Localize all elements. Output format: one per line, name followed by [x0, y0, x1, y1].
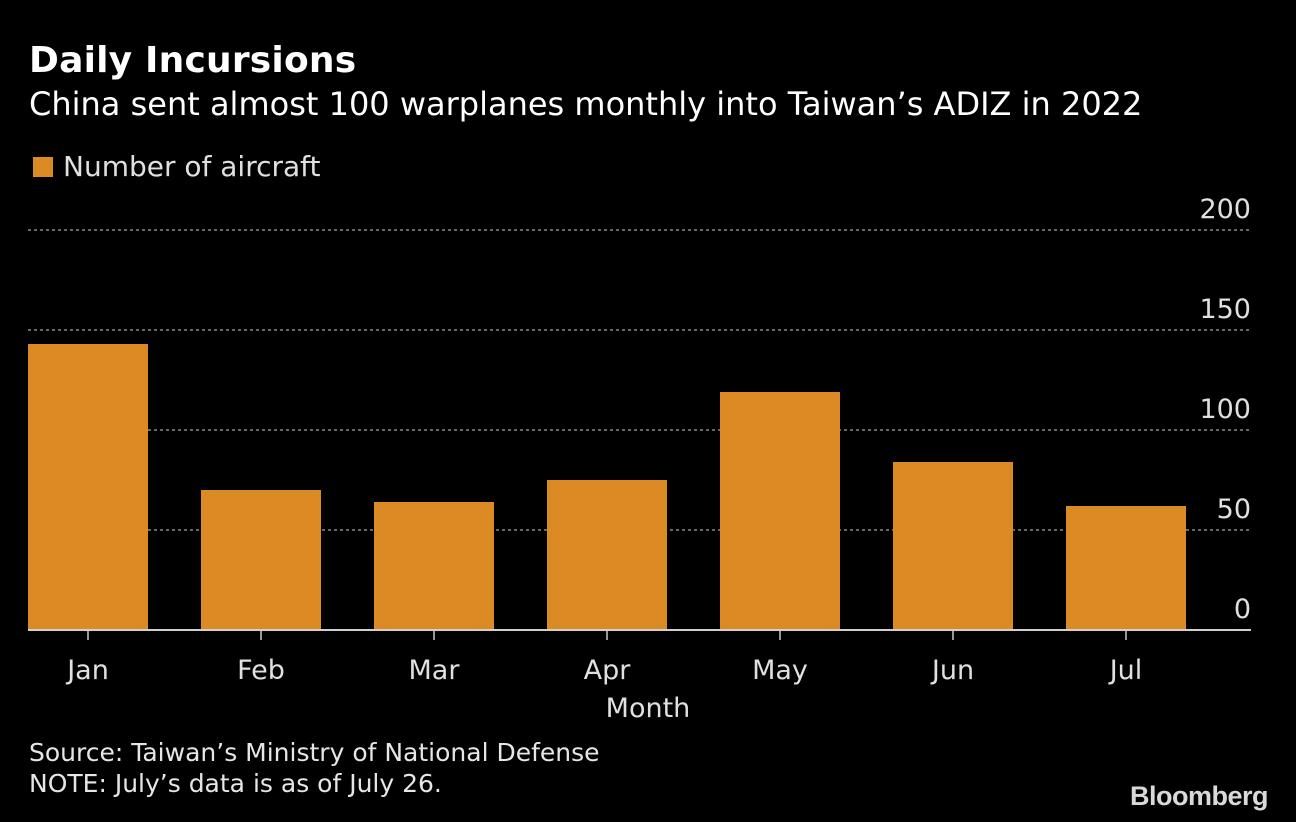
legend: Number of aircraft — [33, 150, 321, 183]
x-axis-label: Month — [606, 693, 691, 724]
bar-apr — [547, 480, 667, 630]
chart-subtitle: China sent almost 100 warplanes monthly … — [29, 85, 1143, 123]
x-tick-label: Feb — [237, 655, 285, 686]
bar-jan — [28, 344, 148, 630]
x-tick-label: Apr — [584, 655, 632, 686]
bar-may — [720, 392, 840, 630]
axes: 0 50 100 150 200 Jan Feb Mar Apr May Jun Jul — [28, 194, 1251, 686]
bar-feb — [201, 490, 321, 630]
legend-label: Number of aircraft — [63, 150, 321, 183]
y-tick-label: 200 — [1199, 194, 1251, 225]
x-tick-label: Jun — [930, 655, 974, 686]
x-tick-label: May — [752, 655, 808, 686]
bar-jun — [893, 462, 1013, 630]
y-tick-label: 50 — [1217, 494, 1251, 525]
legend-swatch — [33, 156, 53, 177]
note-text: NOTE: July’s data is as of July 26. — [29, 769, 442, 798]
chart-title: Daily Incursions — [29, 40, 357, 81]
y-tick-label: 150 — [1199, 294, 1251, 325]
x-tick-label: Mar — [409, 655, 461, 686]
y-tick-label: 0 — [1234, 594, 1251, 625]
bar-mar — [374, 502, 494, 630]
bar-jul — [1066, 506, 1186, 630]
bloomberg-logo: Bloomberg — [1129, 781, 1269, 811]
x-tick-label: Jul — [1108, 655, 1143, 686]
y-tick-label: 100 — [1199, 394, 1251, 425]
bars — [28, 344, 1186, 630]
source-text: Source: Taiwan’s Ministry of National De… — [29, 738, 600, 767]
x-tick-label: Jan — [65, 655, 109, 686]
bar-chart: 0 50 100 150 200 Jan Feb Mar Apr May Jun Jul Month — [28, 194, 1251, 724]
